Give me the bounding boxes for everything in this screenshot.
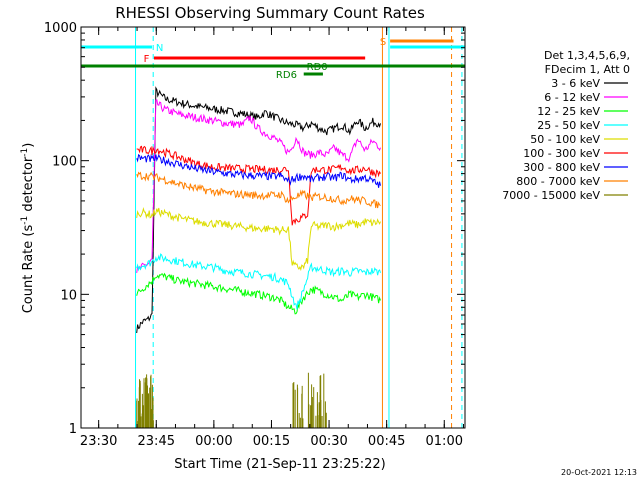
y-tick-label-1: 10	[60, 288, 77, 303]
legend: Det 1,3,4,5,6,9,FDecim 1, Att 03 - 6 keV…	[502, 49, 630, 202]
x-tick-label-2: 00:00	[195, 434, 232, 449]
legend-label-4: 50 - 100 keV	[530, 133, 600, 146]
series-line-4	[136, 206, 381, 272]
series-line-8	[136, 372, 327, 428]
y-tick-label-3: 1000	[44, 21, 77, 36]
y-axis-label-sup: -1	[20, 216, 30, 225]
y-axis-label: Count Rate (s-1 detector-1)	[20, 143, 36, 314]
legend-label-5: 100 - 300 keV	[523, 147, 600, 160]
y-axis-label-end: )	[21, 143, 36, 148]
x-tick-label-3: 00:15	[253, 434, 290, 449]
x-tick-label-5: 00:45	[368, 434, 405, 449]
y-axis-label-mid: detector	[21, 156, 36, 216]
x-tick-label-6: 01:00	[426, 434, 463, 449]
flag-label-4: RD0	[307, 62, 328, 73]
x-tick-label-0: 23:30	[80, 434, 117, 449]
series-line-1	[136, 99, 381, 273]
series-line-0	[136, 86, 381, 334]
x-tick-label-4: 00:30	[310, 434, 347, 449]
flag-label-3: S	[380, 37, 386, 48]
legend-header-1: FDecim 1, Att 0	[545, 63, 630, 76]
legend-label-3: 25 - 50 keV	[537, 119, 600, 132]
legend-header-0: Det 1,3,4,5,6,9,	[544, 49, 630, 62]
series-line-5	[136, 145, 381, 226]
y-tick-label-0: 1	[69, 422, 77, 437]
x-axis-label: Start Time (21-Sep-11 23:25:22)	[174, 457, 385, 472]
y-axis-label-main: Count Rate (s	[21, 225, 36, 314]
legend-label-1: 6 - 12 keV	[544, 91, 600, 104]
series-line-7	[136, 171, 381, 209]
chart-title: RHESSI Observing Summary Count Rates	[115, 4, 425, 22]
legend-label-6: 300 - 800 keV	[523, 161, 600, 174]
x-tick-label-1: 23:45	[138, 434, 175, 449]
legend-label-0: 3 - 6 keV	[551, 77, 600, 90]
legend-label-7: 800 - 7000 keV	[516, 175, 600, 188]
flag-label-5: RD6	[276, 70, 297, 81]
flag-label-2: F	[144, 54, 150, 65]
series-line-3	[136, 253, 381, 310]
plot-frame	[80, 26, 466, 429]
legend-label-8: 7000 - 15000 keV	[502, 189, 600, 202]
series-line-6	[136, 153, 381, 188]
y-axis-label-sup2: -1	[20, 148, 30, 157]
series-line-2	[136, 272, 381, 315]
generation-date: 20-Oct-2021 12:13	[561, 468, 637, 477]
legend-label-2: 12 - 25 keV	[537, 105, 600, 118]
plot-area: NF S RD0 RD6 1 10 100 1000 23:30 23:45 00:00 00:15 0…	[44, 21, 466, 449]
y-tick-label-2: 100	[52, 155, 77, 170]
flag-label-0: N	[156, 43, 163, 54]
